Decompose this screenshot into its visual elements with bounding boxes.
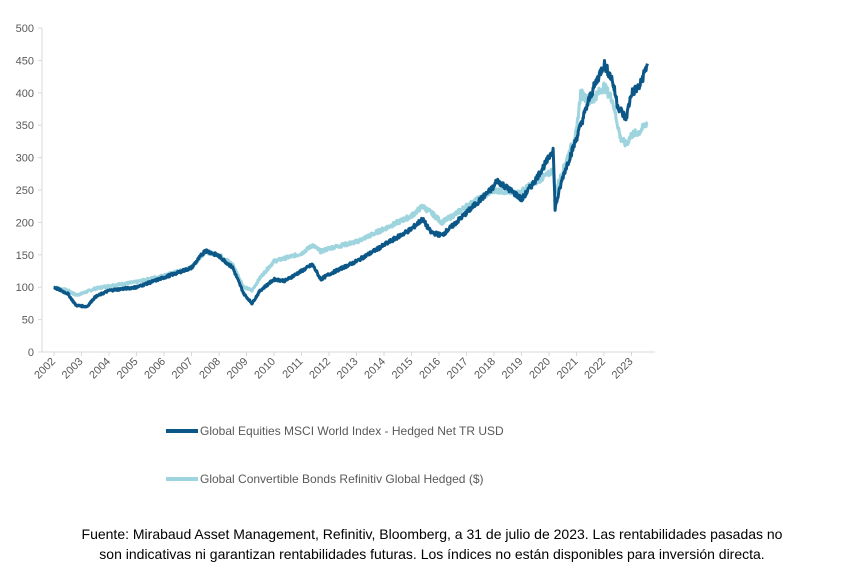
- x-tick-label: 2005: [115, 356, 141, 382]
- x-tick-label: 2006: [142, 356, 168, 382]
- x-tick-label: 2004: [87, 356, 113, 382]
- series-line-equities: [53, 59, 649, 309]
- x-tick-label: 2003: [60, 356, 86, 382]
- legend-swatch-convertibles: [166, 477, 198, 481]
- y-tick-label: 50: [22, 315, 34, 327]
- x-tick-label: 2007: [170, 356, 196, 382]
- legend-item-convertibles: Global Convertible Bonds Refinitiv Globa…: [166, 472, 483, 486]
- y-tick-label: 200: [16, 217, 34, 229]
- x-axis: 2002 2003 2004 2005 2006 2007 2008 2009 2010 2011…: [32, 351, 655, 382]
- x-tick-label: 2018: [472, 356, 498, 382]
- y-tick-label: 350: [16, 120, 34, 132]
- y-tick-label: 300: [16, 153, 34, 165]
- legend-label-equities: Global Equities MSCI World Index - Hedge…: [200, 424, 504, 438]
- y-tick-label: 450: [16, 55, 34, 67]
- source-footnote: Fuente: Mirabaud Asset Management, Refin…: [0, 524, 864, 564]
- x-tick-label: 2021: [555, 356, 581, 382]
- x-tick-label: 2011: [280, 356, 305, 381]
- series-line-convertibles: [53, 81, 649, 297]
- x-tick-label: 2017: [445, 356, 471, 382]
- y-tick-label: 150: [16, 250, 34, 262]
- x-tick-label: 2009: [225, 356, 251, 382]
- footnote-line-1: Fuente: Mirabaud Asset Management, Refin…: [81, 526, 783, 542]
- x-tick-label: 2019: [500, 356, 526, 382]
- legend-swatch-equities: [166, 429, 198, 433]
- y-tick-label: 400: [16, 88, 34, 100]
- x-tick-label: 2002: [32, 356, 58, 382]
- x-tick-label: 2014: [362, 356, 388, 382]
- y-tick-label: 0: [28, 347, 34, 359]
- y-axis: 0 50 100 150 200 250 300 350 400 450 500: [16, 23, 43, 359]
- legend-item-equities: Global Equities MSCI World Index - Hedge…: [166, 424, 504, 438]
- x-tick-label: 2010: [252, 356, 278, 382]
- y-tick-label: 250: [16, 185, 34, 197]
- footnote-line-2: son indicativas ni garantizan rentabilid…: [99, 546, 765, 562]
- x-tick-label: 2013: [335, 356, 361, 382]
- x-tick-label: 2016: [417, 356, 443, 382]
- x-tick-label: 2023: [610, 356, 636, 382]
- y-tick-label: 100: [16, 282, 34, 294]
- y-tick-label: 500: [16, 23, 34, 35]
- x-tick-label: 2012: [307, 356, 333, 382]
- x-tick-label: 2020: [527, 356, 553, 382]
- legend-label-convertibles: Global Convertible Bonds Refinitiv Globa…: [200, 472, 484, 486]
- series-lines: [53, 59, 649, 309]
- x-tick-label: 2022: [582, 356, 608, 382]
- x-tick-label: 2015: [390, 356, 416, 382]
- x-tick-label: 2008: [197, 356, 223, 382]
